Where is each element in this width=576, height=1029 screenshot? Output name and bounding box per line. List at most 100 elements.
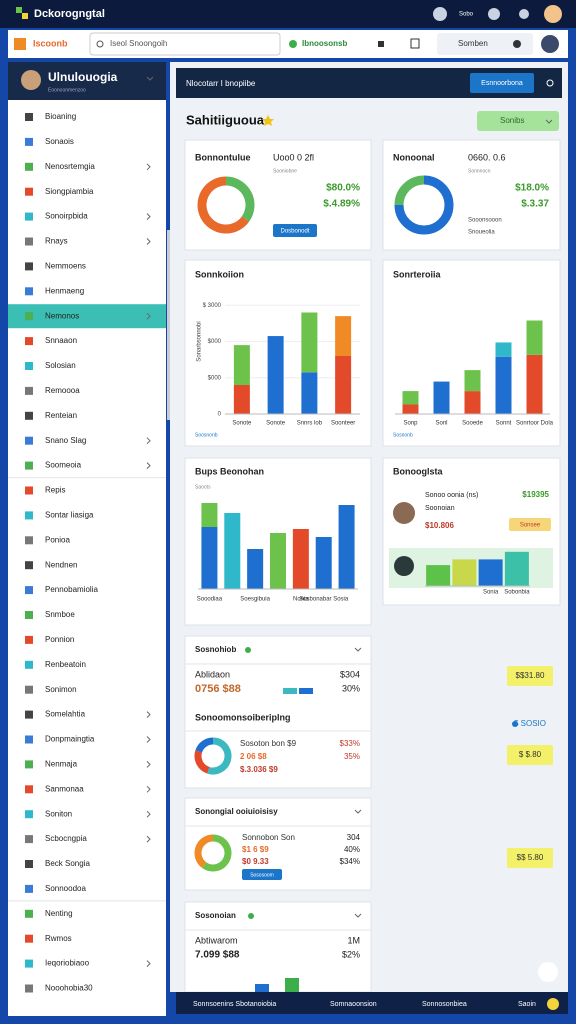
search-placeholder: Iseol Snoongoih [110, 39, 167, 48]
footer [176, 992, 568, 1014]
brand[interactable]: Iscoonb [33, 38, 68, 48]
link[interactable]: Soosnonb [195, 432, 218, 438]
sidebar-item[interactable]: Snmboe [45, 610, 75, 619]
subtitle: Saoots [195, 484, 211, 490]
sidebar-item[interactable]: Sonnoodoa [45, 884, 86, 893]
filter-label[interactable]: Sonibs [500, 116, 524, 125]
sidebar-item[interactable]: Solosian [45, 361, 76, 370]
button[interactable] [242, 869, 282, 880]
item-icon [25, 262, 33, 271]
sidebar-item[interactable]: Rwmos [45, 934, 72, 943]
status-dot [248, 913, 254, 919]
sidebar-item[interactable]: Nenting [45, 909, 73, 918]
chevron [146, 810, 151, 818]
sidebar-item[interactable]: Sontar liasiga [45, 511, 94, 520]
donut-segment [394, 175, 425, 206]
sidebar-item[interactable]: Soomeoia [45, 461, 82, 470]
note: Snoueolia [468, 230, 495, 236]
footer-link[interactable]: Sonnsoenins Sbotanoiobia [193, 1001, 276, 1008]
account-box[interactable] [437, 33, 533, 55]
icon [547, 998, 559, 1010]
brand-icon [14, 38, 26, 50]
sidebar-item[interactable]: Pennobamiolia [45, 585, 98, 594]
item-icon [25, 137, 33, 146]
sidebar-item[interactable]: Beck Songia [45, 859, 90, 868]
sidebar-item[interactable]: Sonoirpbida [45, 212, 88, 221]
row-value: 35% [344, 752, 360, 761]
sidebar-item[interactable]: Soniton [45, 809, 72, 818]
sidebar-item[interactable]: Nemmoens [45, 262, 86, 271]
item-icon [25, 386, 33, 395]
sidebar-item[interactable]: Snnaaon [45, 336, 77, 345]
button[interactable] [470, 73, 534, 93]
note: Sooonsooon [468, 218, 502, 224]
chevron [354, 913, 362, 918]
button-label[interactable]: Sonsee [520, 523, 541, 529]
item-icon [25, 959, 33, 968]
search-box[interactable] [89, 32, 281, 56]
filter[interactable] [477, 111, 559, 131]
bar [315, 537, 332, 589]
sidebar-item[interactable]: Sonimon [45, 685, 77, 694]
search-icon [546, 79, 554, 87]
sidebar-item[interactable]: Sonaois [45, 137, 74, 146]
button[interactable] [509, 518, 551, 531]
sidebar-item[interactable]: Nemonos [45, 311, 79, 320]
row-label: 7.099 $88 [195, 950, 240, 961]
donut-segment [195, 737, 214, 753]
sidebar-item[interactable]: Bioaning [45, 112, 76, 121]
x-tick-label: Soesgibuia [240, 597, 270, 603]
bar [495, 356, 512, 414]
footer-link[interactable]: Saoin [518, 1001, 536, 1008]
sidebar-item[interactable]: Nenosrtemgia [45, 162, 95, 171]
badge-box [507, 848, 553, 868]
icon [488, 8, 500, 20]
button[interactable] [273, 224, 317, 237]
sidebar-item[interactable]: Ponnion [45, 635, 74, 644]
sidebar-item[interactable]: Donpmaingtia [45, 735, 95, 744]
sidebar-item[interactable]: Nooohobia30 [45, 984, 93, 993]
icon [285, 978, 299, 992]
button-label[interactable]: Esnnoorbona [481, 80, 523, 87]
sidebar-item[interactable]: Henmaeng [45, 286, 84, 295]
card [184, 901, 372, 993]
bar [224, 513, 241, 589]
sidebar-item[interactable]: Somelahtia [45, 710, 86, 719]
chevron [146, 76, 154, 81]
sidebar-item[interactable]: Renteian [45, 411, 77, 420]
sidebar-item[interactable]: Ponioa [45, 535, 70, 544]
button-label[interactable]: Dosbonodt [280, 229, 309, 235]
chevron [146, 462, 151, 469]
x-tick-label: Soonteer [331, 421, 355, 427]
link[interactable]: Sosnonb [393, 432, 413, 438]
stat: $18.0% [515, 183, 549, 194]
icon [289, 40, 297, 48]
sidebar-item[interactable]: Nenmaja [45, 760, 78, 769]
bar [526, 354, 543, 414]
x-tick-label: Sooede [462, 421, 483, 427]
footer-link[interactable]: Somnaoonsion [330, 1001, 377, 1008]
sidebar-item[interactable]: Remoooa [45, 386, 80, 395]
sidebar-item[interactable]: Nendnen [45, 560, 77, 569]
bar [201, 503, 218, 527]
x-tick-label: Sonl [435, 421, 447, 427]
sidebar-item[interactable]: Scbocngpia [45, 834, 87, 843]
sidebar-item[interactable]: Ieqoriobiaoo [45, 959, 90, 968]
note: Sonnnocn [468, 168, 491, 174]
card-value: 0660. 0.6 [468, 152, 506, 162]
sidebar-item[interactable]: Siongpiambia [45, 187, 94, 196]
y-tick-label: 0 [218, 412, 222, 418]
button-label[interactable]: Sososoom [250, 872, 274, 878]
icon [519, 9, 529, 19]
action[interactable]: Ibnoosonsb [302, 39, 347, 48]
sidebar-item[interactable]: Renbeatoin [45, 660, 86, 669]
sidebar-item[interactable]: Snano Slag [45, 436, 86, 445]
bar [464, 391, 481, 414]
sidebar-item[interactable]: Repis [45, 486, 65, 495]
card-title: Sonongial ooiuioisisy [195, 807, 278, 816]
sidebar-item[interactable]: Rnays [45, 237, 68, 246]
item-icon [25, 162, 33, 171]
footer-link[interactable]: Sonnosonbiea [422, 1001, 467, 1008]
sidebar-item[interactable]: Sanmonaa [45, 784, 84, 793]
